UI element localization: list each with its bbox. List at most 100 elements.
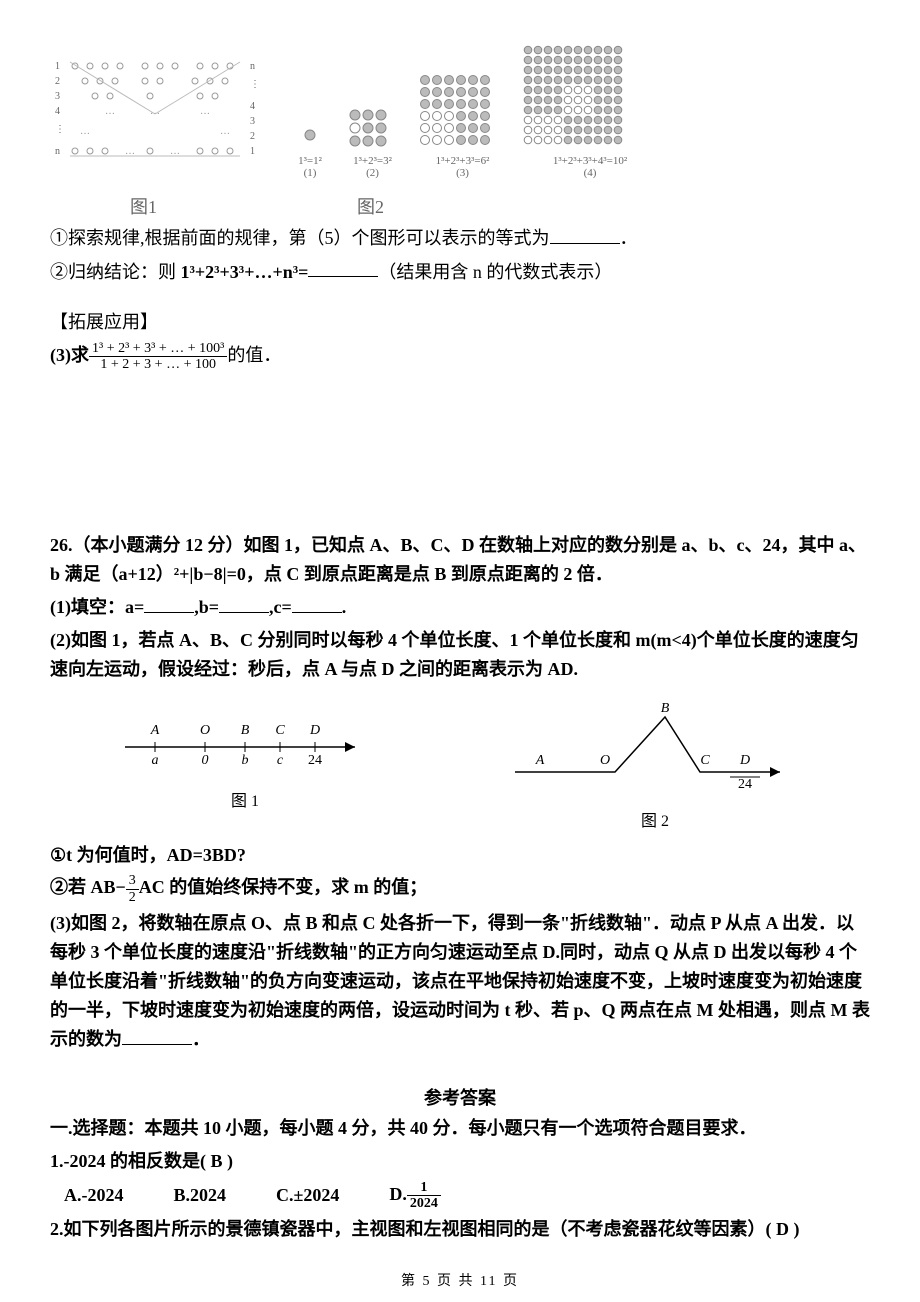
q-explore-line1: ①探索规律,根据前面的规律，第（5）个图形可以表示的等式为 ． bbox=[50, 223, 870, 253]
figure-1: 1 2 3 4 ⋮ n n ⋮ 4 3 2 1 bbox=[50, 54, 260, 179]
figure-2-panel-3-sub: (3) bbox=[415, 167, 510, 179]
svg-text:⋮: ⋮ bbox=[55, 124, 65, 135]
figure-2-panel-1-label: 1³=1² bbox=[290, 155, 330, 167]
q26-sub1: ①t 为何值时，AD=3BD? bbox=[50, 841, 870, 870]
spacing-gap bbox=[50, 377, 870, 527]
svg-text:…: … bbox=[80, 126, 90, 137]
svg-text:2: 2 bbox=[55, 76, 60, 87]
svg-text:3: 3 bbox=[250, 116, 255, 127]
q26-part2: (2)如图 1，若点 A、B、C 分别同时以每秒 4 个单位长度、1 个单位长度… bbox=[50, 626, 870, 684]
q3-prefix: (3)求 bbox=[50, 345, 89, 365]
svg-text:D: D bbox=[739, 753, 750, 768]
choice-d-prefix: D. bbox=[389, 1184, 407, 1204]
q-induction-line: ②归纳结论：则 1³+2³+3³+…+n³= （结果用含 n 的代数式表示） bbox=[50, 257, 870, 287]
svg-text:a: a bbox=[152, 753, 159, 768]
figure-2-panel-4-sub: (4) bbox=[520, 167, 660, 179]
q-induction-b: 1³+2³+3³+…+n³= bbox=[181, 261, 309, 281]
figure-2-panel-3-label: 1³+2³+3³=6² bbox=[415, 155, 510, 167]
svg-text:C: C bbox=[700, 753, 710, 768]
figure-2-panel-2-svg bbox=[340, 40, 405, 150]
figure-2-panel-2-label: 1³+2³=3² bbox=[340, 155, 405, 167]
figure-1-caption: 图1 bbox=[130, 193, 157, 219]
q26-1a: (1)填空：a= bbox=[50, 597, 144, 617]
page-container: 1 2 3 4 ⋮ n n ⋮ 4 3 2 1 bbox=[0, 0, 920, 1302]
svg-text:4: 4 bbox=[250, 101, 255, 112]
q26-part3-end: ． bbox=[192, 1029, 210, 1049]
choice-d-num: 1 bbox=[407, 1180, 441, 1196]
blank-c bbox=[292, 592, 342, 613]
svg-text:⋮: ⋮ bbox=[250, 79, 260, 90]
svg-text:n: n bbox=[250, 61, 255, 72]
svg-text:4: 4 bbox=[55, 106, 60, 117]
choice-d: D.12024 bbox=[389, 1180, 441, 1212]
svg-text:…: … bbox=[125, 146, 135, 157]
svg-text:A: A bbox=[535, 753, 545, 768]
svg-text:0: 0 bbox=[202, 753, 209, 768]
answer-2-stem: 2.如下列各图片所示的景德镇瓷器中，主视图和左视图相同的是（不考虑瓷器花纹等因素… bbox=[50, 1215, 870, 1244]
svg-text:c: c bbox=[277, 753, 284, 768]
svg-text:3: 3 bbox=[55, 91, 60, 102]
blank-a bbox=[144, 592, 194, 613]
figure-2-panel-4-label: 1³+2³+3³+4³=10² bbox=[520, 155, 660, 167]
axis-figure-1: A O B C D a 0 b c 24 图 1 bbox=[115, 702, 375, 831]
choice-a: A.-2024 bbox=[64, 1185, 124, 1206]
svg-text:1: 1 bbox=[250, 146, 255, 157]
q-induction-c: （结果用含 n 的代数式表示） bbox=[378, 261, 612, 281]
svg-text:b: b bbox=[242, 753, 249, 768]
figure-2-panel-1: 1³=1² (1) bbox=[290, 40, 330, 179]
svg-text:…: … bbox=[200, 106, 210, 117]
q26-1b: ,b= bbox=[194, 597, 219, 617]
choice-b: B.2024 bbox=[174, 1185, 227, 1206]
axis-2-caption: 图 2 bbox=[505, 807, 805, 831]
svg-text:n: n bbox=[55, 146, 60, 157]
answer-1-stem: 1.-2024 的相反数是( B ) bbox=[50, 1147, 870, 1176]
svg-text:1: 1 bbox=[55, 61, 60, 72]
axis-2-svg: A O B C D 24 bbox=[505, 702, 805, 802]
q26-1d: . bbox=[342, 597, 347, 617]
svg-text:A: A bbox=[150, 723, 160, 738]
svg-text:B: B bbox=[241, 723, 250, 738]
svg-text:…: … bbox=[170, 146, 180, 157]
figure-2-panel-2-sub: (2) bbox=[340, 167, 405, 179]
page-number: 第 5 页 共 11 页 bbox=[0, 1270, 920, 1290]
blank-2 bbox=[308, 257, 378, 278]
q26-part3: (3)如图 2，将数轴在原点 O、点 B 和点 C 处各折一下，得到一条"折线数… bbox=[50, 909, 870, 1054]
choice-d-frac: 12024 bbox=[407, 1180, 441, 1212]
blank-b bbox=[219, 592, 269, 613]
q-explore-text: ①探索规律,根据前面的规律，第（5）个图形可以表示的等式为 bbox=[50, 228, 550, 248]
q26-sub2-b: AC 的值始终保持不变，求 m 的值； bbox=[139, 877, 428, 897]
svg-text:24: 24 bbox=[308, 753, 322, 768]
svg-text:2: 2 bbox=[250, 131, 255, 142]
svg-text:…: … bbox=[220, 126, 230, 137]
q3-frac-den: 1 + 2 + 3 + … + 100 bbox=[89, 357, 227, 372]
choice-d-den: 2024 bbox=[407, 1196, 441, 1211]
answers-title: 参考答案 bbox=[50, 1084, 870, 1110]
svg-text:B: B bbox=[661, 702, 670, 716]
q26-sub2: ②若 AB−32AC 的值始终保持不变，求 m 的值； bbox=[50, 873, 870, 905]
figure-1-svg: 1 2 3 4 ⋮ n n ⋮ 4 3 2 1 bbox=[50, 54, 260, 174]
svg-text:…: … bbox=[105, 106, 115, 117]
q3-fraction: 1³ + 2³ + 3³ + … + 100³1 + 2 + 3 + … + 1… bbox=[89, 341, 227, 373]
q26-sub2-den: 2 bbox=[126, 890, 139, 905]
axis-1-caption: 图 1 bbox=[115, 787, 375, 811]
choice-c: C.±2024 bbox=[276, 1185, 339, 1206]
q3-frac-num: 1³ + 2³ + 3³ + … + 100³ bbox=[89, 341, 227, 357]
axis-figures-row: A O B C D a 0 b c 24 图 1 A bbox=[50, 702, 870, 831]
axis-1-svg: A O B C D a 0 b c 24 bbox=[115, 702, 375, 782]
figure-2-panel-1-svg bbox=[290, 40, 330, 150]
q26-stem: 26.（本小题满分 12 分）如图 1，已知点 A、B、C、D 在数轴上对应的数… bbox=[50, 531, 870, 589]
q-induction-a: ②归纳结论：则 bbox=[50, 261, 181, 281]
axis-figure-2: A O B C D 24 图 2 bbox=[505, 702, 805, 831]
q26-sub2-num: 3 bbox=[126, 873, 139, 889]
svg-text:D: D bbox=[309, 723, 320, 738]
q26-1c: ,c= bbox=[269, 597, 292, 617]
blank-1 bbox=[550, 223, 620, 244]
blank-m bbox=[122, 1024, 192, 1045]
q-explore-end: ． bbox=[620, 228, 638, 248]
q3-suffix: 的值． bbox=[227, 345, 281, 365]
figure-2-panel-1-sub: (1) bbox=[290, 167, 330, 179]
extension-title: 【拓展应用】 bbox=[50, 308, 870, 337]
q26-sub2-frac: 32 bbox=[126, 873, 139, 905]
svg-text:24: 24 bbox=[738, 777, 752, 792]
q3-line: (3)求1³ + 2³ + 3³ + … + 100³1 + 2 + 3 + …… bbox=[50, 341, 870, 373]
